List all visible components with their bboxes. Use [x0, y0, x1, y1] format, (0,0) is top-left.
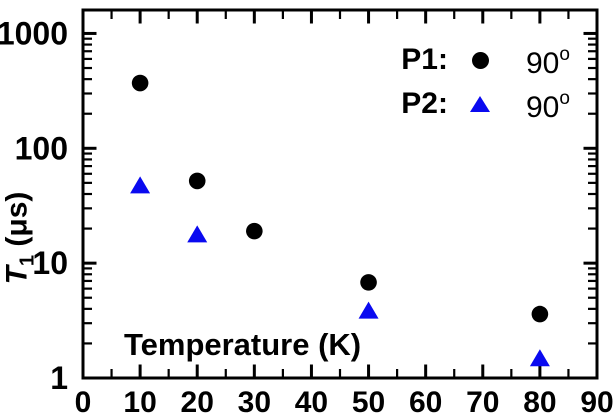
legend-value-p2: 90o — [526, 87, 570, 124]
x-tick-label: 0 — [75, 386, 92, 414]
x-tick-label: 80 — [523, 386, 556, 414]
y-tick-label: 10 — [32, 245, 68, 281]
y-axis-subscript: 1 — [16, 254, 39, 267]
p2-triangle-marker-icon — [470, 96, 490, 112]
y-axis-symbol: T — [0, 266, 34, 285]
x-tick-label: 70 — [466, 386, 499, 414]
series-p2 — [130, 176, 550, 367]
legend-label-p1: P1: — [401, 43, 448, 76]
y-axis-title: T1 (μs) — [1, 192, 40, 285]
data-point-p2 — [130, 176, 151, 194]
x-tick-label: 10 — [123, 386, 156, 414]
data-point-p2 — [529, 349, 550, 367]
y-axis-unit: (μs) — [0, 191, 34, 247]
data-point-p1 — [131, 74, 149, 92]
x-tick-label: 60 — [409, 386, 442, 414]
x-axis-ticks: 0 10 20 30 40 50 60 70 80 90 — [75, 11, 614, 414]
plot-border — [81, 8, 599, 380]
data-point-p1 — [531, 305, 549, 323]
p1-circle-marker-icon — [471, 51, 489, 69]
legend-label-p2: P2: — [401, 87, 448, 120]
x-tick-label: 90 — [580, 386, 613, 414]
x-tick-label: 20 — [181, 386, 214, 414]
x-tick-label: 30 — [238, 386, 271, 414]
legend: P1: 90o P2: 90o — [398, 38, 570, 126]
data-point-p1 — [188, 172, 206, 190]
data-point-p1 — [246, 222, 263, 240]
series-p1 — [131, 74, 549, 323]
y-tick-label: 100 — [15, 130, 68, 166]
data-point-p2 — [358, 301, 379, 319]
legend-value-p1: 90o — [526, 43, 570, 80]
x-tick-label: 40 — [295, 386, 328, 414]
x-tick-label: 50 — [352, 386, 385, 414]
y-tick-label: 1000 — [0, 15, 68, 51]
data-point-p1 — [360, 274, 377, 291]
data-point-p2 — [187, 225, 208, 243]
x-axis-title: Temperature (K) — [124, 327, 362, 362]
y-tick-label: 1 — [50, 360, 68, 396]
